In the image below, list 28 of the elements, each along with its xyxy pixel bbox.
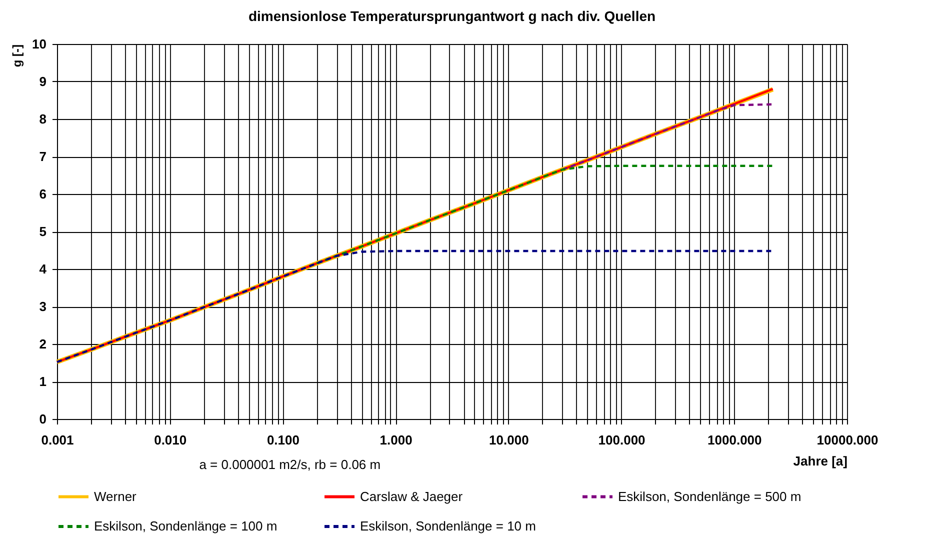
x-tick-label: 0.100 [266, 432, 300, 448]
x-tick-label: 0.001 [41, 432, 74, 448]
y-tick-label: 10 [32, 36, 46, 52]
x-tick-label: 1.000 [380, 432, 412, 448]
y-tick-label: 6 [39, 186, 46, 202]
y-tick-label: 3 [39, 299, 46, 314]
chart-title: dimensionlose Temperatursprungantwort g nach div. Quellen [248, 8, 656, 24]
legend-label: Carslaw & Jaeger [360, 488, 464, 504]
y-tick-label: 2 [39, 336, 46, 352]
legend-label: Eskilson, Sondenlänge = 10 m [360, 518, 536, 534]
y-tick-label: 7 [39, 149, 46, 164]
y-tick-label: 8 [39, 112, 46, 126]
y-tick-label: 5 [39, 224, 46, 239]
x-tick-label: 10.000 [489, 432, 529, 448]
y-tick-label: 4 [39, 262, 48, 276]
legend-label: Eskilson, Sondenlänge = 500 m [618, 488, 802, 504]
legend-label: Werner [94, 488, 138, 504]
x-tick-label: 1000.000 [708, 432, 762, 448]
text: a = 0.000001 m2/s, rb = 0.06 m [199, 457, 381, 472]
y-tick-label: 9 [39, 74, 46, 89]
y-tick-label: 0 [39, 412, 46, 426]
y-axis-title: g [-] [10, 44, 24, 68]
legend-label: Eskilson, Sondenlänge = 100 m [94, 518, 278, 534]
x-tick-label: 100.000 [598, 432, 646, 448]
y-tick-label: 1 [39, 374, 46, 389]
x-tick-label: 0.010 [154, 432, 187, 448]
x-axis-title: Jahre [a] [793, 454, 848, 468]
x-tick-label: 10000.000 [816, 432, 878, 448]
